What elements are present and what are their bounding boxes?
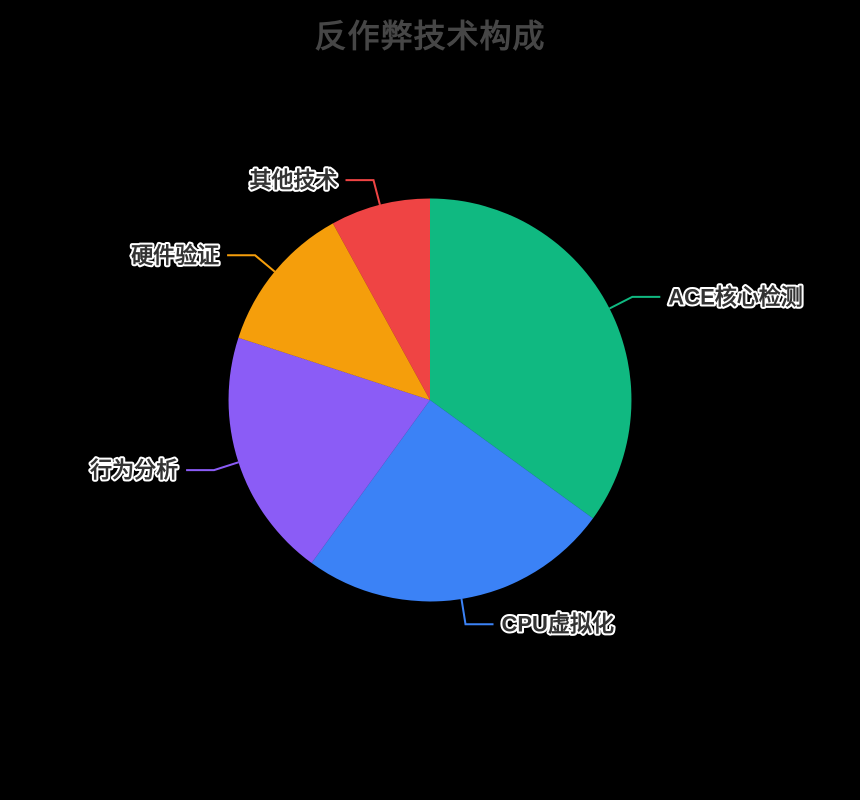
label-line-other-tech	[345, 179, 381, 206]
label-line-cpu-virtualization	[460, 598, 494, 626]
label-line-behavior-analysis	[186, 461, 239, 472]
slice-label-hardware-verification: 硬件验证	[131, 243, 219, 268]
chart-title: 反作弊技术构成	[314, 18, 546, 54]
pie-slice-ace-core-detection[interactable]	[430, 198, 632, 519]
slice-label-ace-core-detection: ACE核心检测	[668, 284, 802, 309]
slice-label-other-tech: 其他技术	[249, 168, 337, 193]
label-line-ace-core-detection	[609, 295, 661, 310]
pie-slice-behavior-analysis[interactable]	[228, 337, 430, 563]
pie-slice-cpu-virtualization[interactable]	[311, 400, 593, 602]
slice-label-cpu-virtualization: CPU虚拟化	[502, 612, 614, 637]
slice-label-behavior-analysis: 行为分析	[89, 458, 178, 483]
label-line-hardware-verification	[227, 254, 276, 273]
pie-slice-other-tech[interactable]	[332, 198, 430, 400]
pie-slice-hardware-verification[interactable]	[238, 223, 430, 400]
